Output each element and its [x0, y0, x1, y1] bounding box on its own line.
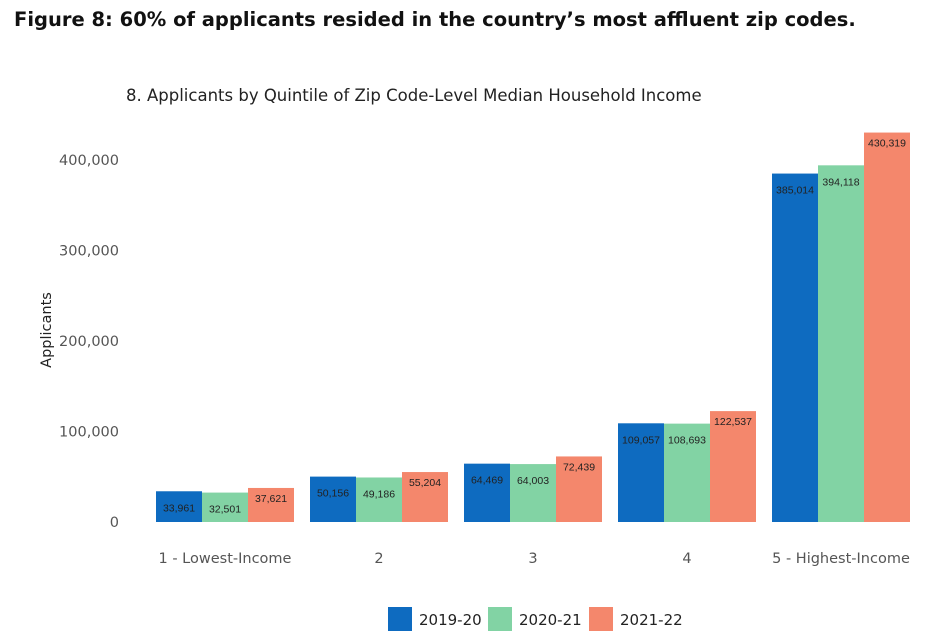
bar[interactable]	[310, 476, 356, 522]
x-tick-label: 4	[682, 551, 691, 567]
y-tick-label: 0	[110, 515, 119, 531]
y-tick-label: 100,000	[59, 425, 119, 441]
data-label: 394,118	[822, 176, 859, 188]
y-tick-label: 200,000	[59, 334, 119, 350]
x-tick-label: 1 - Lowest-Income	[159, 551, 292, 567]
chart-title: 8. Applicants by Quintile of Zip Code-Le…	[126, 86, 702, 105]
data-label: 33,961	[163, 502, 195, 514]
legend-label[interactable]: 2020-21	[519, 611, 582, 629]
bar[interactable]	[556, 456, 602, 522]
bars-group	[156, 132, 910, 523]
bar[interactable]	[402, 472, 448, 522]
x-tick-label: 3	[528, 551, 537, 567]
legend-label[interactable]: 2021-22	[620, 611, 683, 629]
bar[interactable]	[772, 173, 818, 523]
legend-swatch	[388, 607, 412, 631]
y-tick-label: 300,000	[59, 244, 119, 260]
data-label: 37,621	[255, 493, 287, 505]
bar[interactable]	[156, 491, 202, 522]
y-tick-label: 400,000	[59, 153, 119, 169]
bar[interactable]	[464, 463, 510, 522]
legend[interactable]: 2019-20 2020-21 2021-22	[388, 607, 683, 631]
y-axis-label: Applicants	[39, 292, 55, 368]
data-label: 32,501	[209, 504, 241, 516]
data-label: 49,186	[363, 488, 395, 500]
x-axis-ticks: 1 - Lowest-Income 2 3 4 5 - Highest-Income	[159, 551, 910, 567]
data-label: 385,014	[776, 185, 814, 197]
bar[interactable]	[818, 165, 864, 522]
bar-labels-group: 33,961 32,501 37,621 50,156 49,186 55,204 64,4…	[163, 138, 906, 516]
data-label: 50,156	[317, 488, 349, 500]
data-label: 72,439	[563, 461, 595, 473]
data-label: 108,693	[668, 435, 706, 447]
data-label: 55,204	[409, 477, 441, 489]
legend-label[interactable]: 2019-20	[419, 611, 482, 629]
bar[interactable]	[864, 132, 910, 522]
figure-title: Figure 8: 60% of applicants resided in t…	[14, 8, 856, 31]
x-tick-label: 5 - Highest-Income	[772, 551, 910, 567]
bar[interactable]	[618, 423, 664, 522]
legend-swatch	[589, 607, 613, 631]
data-label: 109,057	[622, 434, 660, 446]
bar[interactable]	[356, 477, 402, 522]
bar[interactable]	[248, 487, 294, 522]
bar[interactable]	[510, 464, 556, 522]
bar[interactable]	[202, 492, 248, 522]
data-label: 430,319	[868, 138, 906, 150]
y-axis-ticks: 0 100,000 200,000 300,000 400,000	[59, 153, 119, 531]
legend-swatch	[488, 607, 512, 631]
bar[interactable]	[710, 411, 756, 522]
data-label: 64,003	[517, 475, 549, 487]
data-label: 64,469	[471, 475, 503, 487]
bar[interactable]	[664, 423, 710, 522]
data-label: 122,537	[714, 416, 752, 428]
x-tick-label: 2	[374, 551, 383, 567]
